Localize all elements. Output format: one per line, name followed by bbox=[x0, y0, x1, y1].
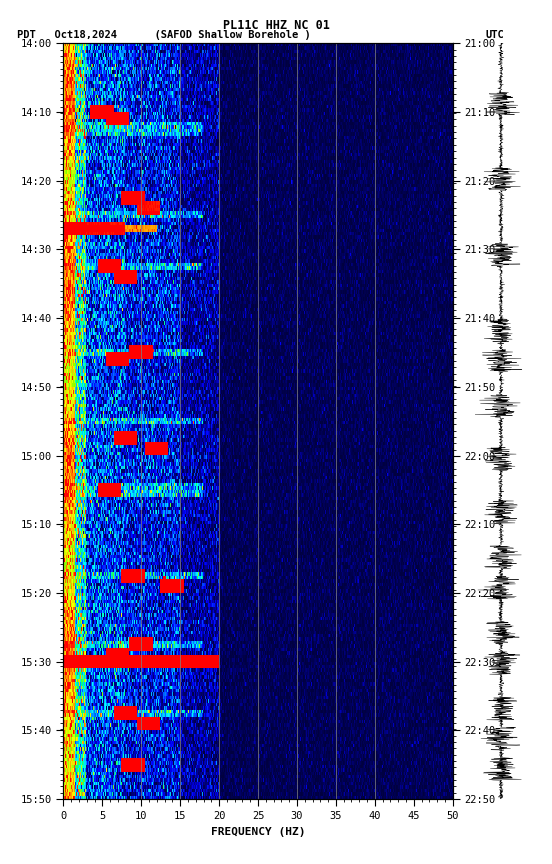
Text: PDT   Oct18,2024      (SAFOD Shallow Borehole ): PDT Oct18,2024 (SAFOD Shallow Borehole ) bbox=[17, 30, 310, 41]
Text: UTC: UTC bbox=[486, 30, 505, 41]
X-axis label: FREQUENCY (HZ): FREQUENCY (HZ) bbox=[211, 827, 305, 836]
Text: PL11C HHZ NC 01: PL11C HHZ NC 01 bbox=[222, 19, 330, 32]
